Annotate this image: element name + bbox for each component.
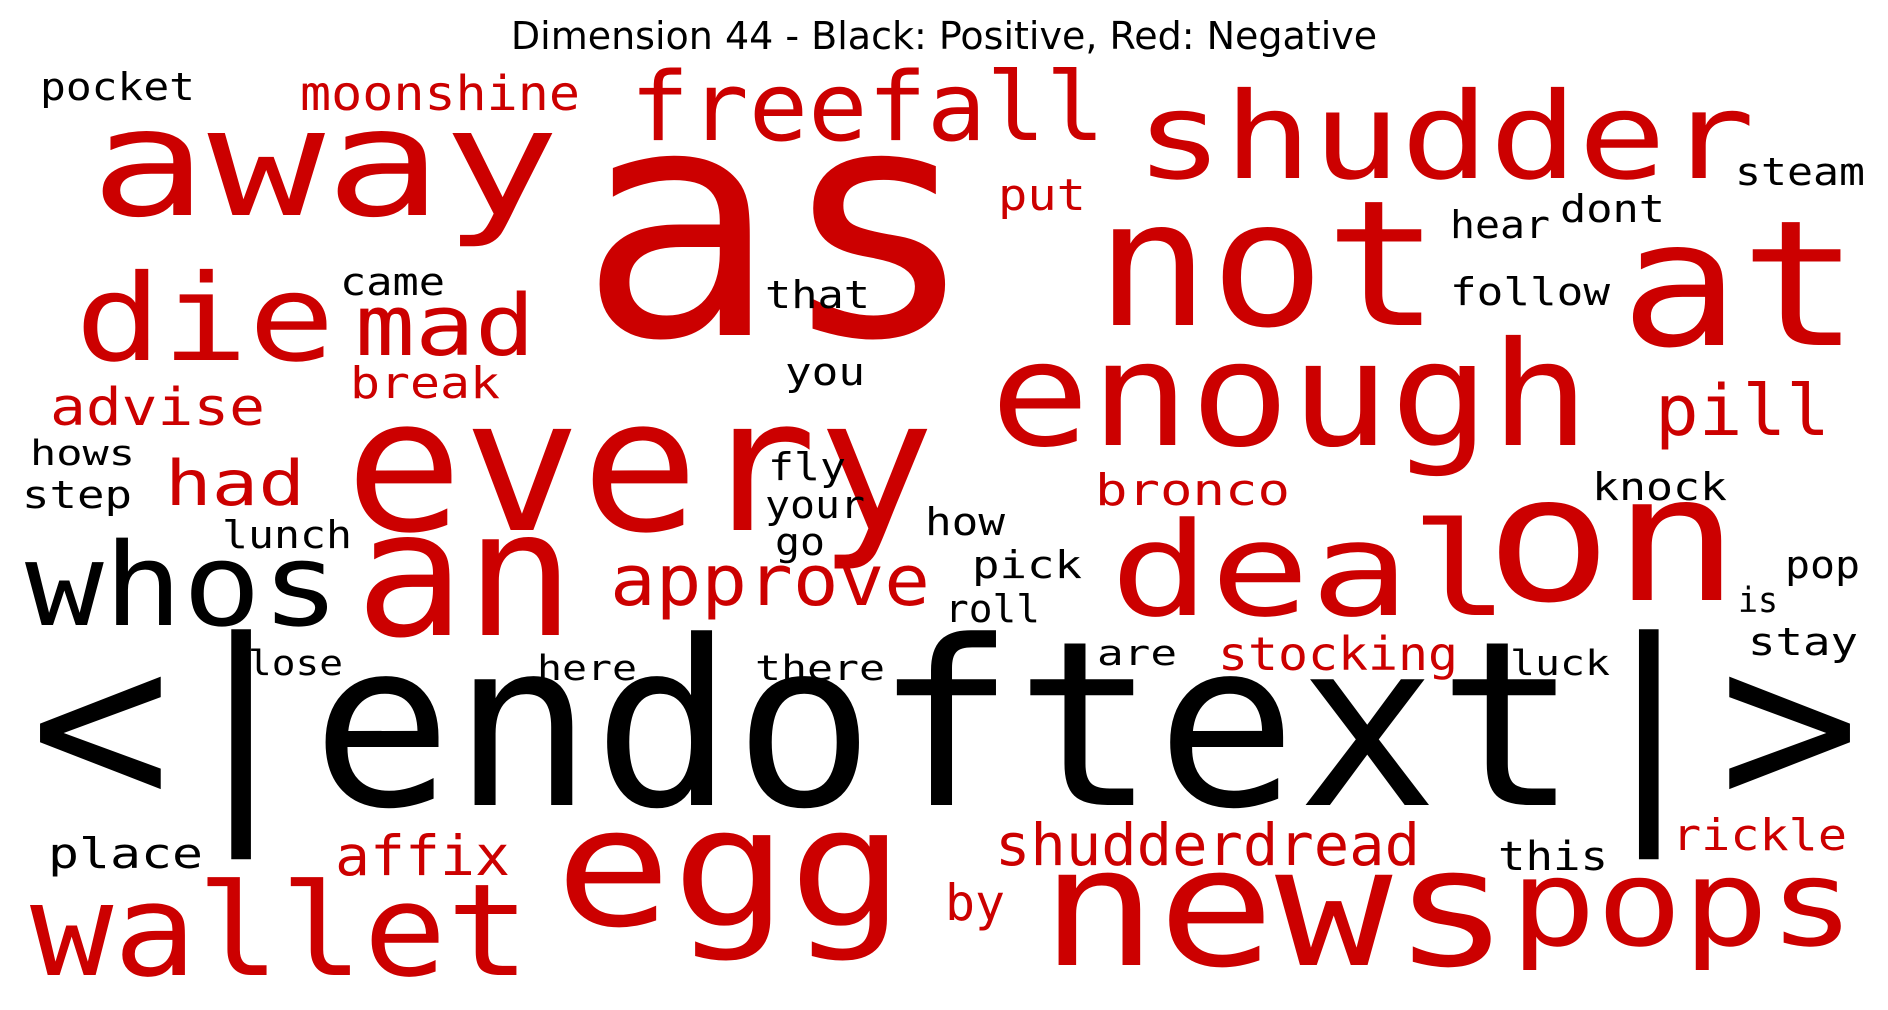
cloud-word: news [1040,812,1510,1004]
cloud-word: step [22,473,132,517]
cloud-word: is [1738,581,1778,621]
cloud-word: an [355,474,575,677]
cloud-word: put [998,170,1086,221]
cloud-word: fly [768,445,846,489]
cloud-word: bronco [1095,465,1290,516]
cloud-word: rickle [1672,810,1847,861]
cloud-word: by [945,874,1005,932]
cloud-word: affix [335,824,510,888]
cloud-word: approve [610,540,930,622]
cloud-word: place [48,829,203,878]
cloud-word: away [90,77,560,251]
cloud-word: <|endoftext|> [30,593,1860,860]
cloud-word: wallet [30,857,530,1006]
cloud-word: pop [1785,543,1860,587]
cloud-word: freefall [630,53,1105,163]
chart-title: Dimension 44 - Black: Positive, Red: Neg… [510,14,1378,58]
cloud-word: deal [1110,494,1510,646]
cloud-word: luck [1510,644,1610,684]
cloud-word: hear [1450,203,1550,247]
cloud-word: shudderdread [995,811,1420,879]
cloud-word: at [1620,184,1860,387]
cloud-word: hows [30,434,135,474]
cloud-word: egg [555,772,905,964]
cloud-word: came [340,260,445,304]
cloud-word: roll [945,587,1040,631]
cloud-word: steam [1735,150,1865,194]
cloud-word: pops [1510,835,1855,974]
cloud-word: on [1485,439,1740,642]
cloud-word: moonshine [300,66,580,122]
cloud-word: lunch [222,513,352,557]
cloud-word: how [925,500,1005,544]
cloud-word: mad [355,277,535,376]
cloud-word: die [75,250,335,389]
cloud-word: pill [1655,370,1830,452]
cloud-word: knock [1592,465,1727,509]
cloud-word: you [785,350,865,394]
cloud-word: pocket [40,65,195,109]
cloud-word: break [350,358,500,409]
cloud-word: your [765,483,865,527]
cloud-word: enough [990,311,1590,480]
cloud-word: dont [1560,187,1665,231]
cloud-word: are [1097,634,1177,674]
cloud-word: shudder [1135,68,1755,207]
cloud-word: there [755,649,885,689]
cloud-word: this [1498,834,1608,880]
cloud-word: whos [25,519,340,653]
cloud-word: go [775,520,825,564]
cloud-word: every [345,358,935,574]
cloud-word: follow [1450,270,1610,314]
cloud-word: had [165,447,305,520]
cloud-word: here [537,649,637,689]
cloud-word: as [578,39,978,411]
cloud-word: pick [972,543,1082,587]
cloud-word: advise [50,378,265,438]
cloud-word: lose [248,644,343,684]
cloud-word: that [765,273,870,317]
cloud-word: not [1095,164,1440,367]
cloud-word: stocking [1218,627,1458,681]
cloud-word: stay [1748,620,1858,664]
